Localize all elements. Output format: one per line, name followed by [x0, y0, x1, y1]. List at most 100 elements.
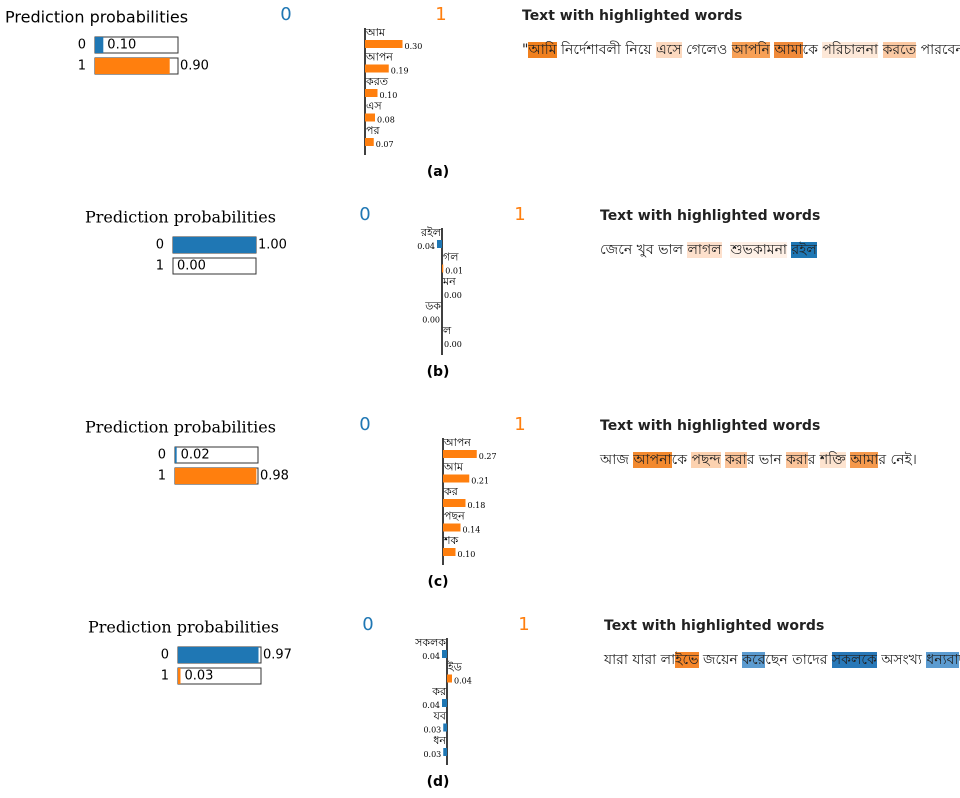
class-1-label: 1 [514, 414, 525, 435]
feature-bar [365, 89, 378, 97]
text-segment: নির্দেশাবলী নিয়ে [556, 42, 657, 58]
feature-bar [442, 264, 444, 273]
feature-value: 0.10 [458, 550, 476, 559]
feature-value: 0.00 [444, 291, 462, 300]
class-1-label: 1 [514, 204, 525, 225]
feature-bar [443, 548, 456, 556]
feature-value: 0.18 [468, 501, 486, 510]
feature-bar [365, 40, 403, 48]
feature-bar [437, 240, 442, 248]
feature-word: পর [366, 124, 380, 137]
highlighted-word: পরিচালনা [822, 42, 879, 58]
feature-word: আম [365, 26, 386, 39]
feature-word: পছন [444, 510, 465, 523]
feature-bar [443, 523, 461, 532]
text-segment: " [522, 42, 529, 58]
probability-label: 0.97 [263, 648, 292, 663]
highlighted-word: আমি [528, 42, 557, 58]
class-1-label: 1 [435, 4, 446, 25]
feature-word: শক [443, 534, 459, 547]
caption: (d) [427, 774, 450, 790]
highlighted-word: শক্তি [819, 452, 846, 468]
highlighted-text: যারা যারা লাইভে জয়েন করেছেন তাদের সকলকে… [604, 648, 960, 672]
feature-word: গল [443, 251, 459, 264]
feature-word: আপন [365, 51, 393, 64]
probability-bar [178, 647, 259, 663]
prediction-title: Prediction probabilities [85, 208, 276, 227]
probability-label: 0.02 [181, 448, 210, 463]
feature-bar [443, 499, 466, 507]
highlighted-word: কর [742, 652, 766, 668]
highlighted-text: আজ আপনাকে পছন্দ করার ভান করার শক্তি আমার… [600, 448, 917, 472]
feature-value: 0.04 [417, 242, 435, 251]
feature-value: 0.14 [463, 526, 481, 535]
highlighted-word: ইভে [675, 652, 699, 668]
feature-word: আম [443, 461, 464, 474]
text-segment: ার ভান [746, 452, 787, 468]
probability-label: 0.90 [180, 59, 209, 74]
highlighted-word: আমা [774, 42, 803, 58]
feature-bar [443, 723, 447, 732]
text-segment: জেনে খুব ভাল [600, 242, 688, 258]
caption: (b) [427, 364, 450, 380]
feature-value: 0.04 [454, 677, 472, 686]
highlighted-word: শুভকামনা [730, 242, 787, 258]
class-0-label: 0 [362, 614, 373, 635]
feature-value: 0.04 [422, 652, 440, 661]
feature-value: 0.10 [380, 91, 398, 100]
class-label: 1 [158, 469, 166, 484]
probability-bar [178, 668, 181, 684]
feature-word: যব [433, 710, 447, 723]
feature-word: করত [365, 75, 389, 88]
text-segment: দ [959, 652, 960, 668]
highlighted-word: আপনি [731, 42, 770, 58]
feature-word: মন [442, 275, 456, 288]
class-label: 1 [161, 669, 169, 684]
text-title: Text with highlighted words [600, 208, 821, 224]
text-segment [878, 42, 882, 58]
text-segment: আজ [600, 452, 634, 468]
feature-word: ইড [447, 661, 463, 674]
class-label: 0 [156, 238, 164, 253]
class-label: 0 [161, 648, 169, 663]
feature-value: 0.04 [422, 701, 440, 710]
probability-bar [95, 58, 170, 74]
caption: (c) [427, 574, 448, 590]
text-segment: জয়েন [698, 652, 743, 668]
feature-value: 0.01 [445, 267, 463, 276]
probability-bar [173, 237, 256, 253]
feature-bar [442, 699, 447, 707]
probability-label: 1.00 [258, 238, 287, 253]
probability-label: 0.03 [184, 669, 213, 684]
feature-value: 0.07 [376, 140, 394, 149]
feature-word: ল [442, 324, 452, 337]
highlighted-word: পছন্দ [691, 452, 721, 468]
feature-word: ধন [433, 734, 446, 747]
highlighted-word: সকলকে [831, 652, 877, 668]
probability-label: 0.00 [177, 259, 206, 274]
probability-label: 0.98 [260, 469, 289, 484]
class-label: 0 [78, 38, 86, 53]
feature-bar [442, 650, 447, 658]
highlighted-word: এসে [656, 42, 682, 58]
feature-bar [365, 64, 389, 73]
text-segment: কে [671, 452, 692, 468]
highlighted-word: করতে [882, 42, 917, 58]
text-segment: অসংখ্য [876, 652, 927, 668]
prediction-title: Prediction probabilities [5, 8, 188, 27]
highlighted-word: কর [725, 452, 747, 468]
highlighted-word: রইল [791, 242, 817, 258]
probability-bar [95, 37, 104, 53]
prediction-title: Prediction probabilities [88, 618, 279, 637]
feature-word: কর [431, 685, 447, 698]
feature-value: 0.00 [444, 340, 462, 349]
feature-word: আপন [443, 436, 471, 449]
feature-bar [365, 138, 374, 146]
feature-word: রইল [420, 226, 442, 239]
highlighted-word: আমা [850, 452, 879, 468]
highlighted-text: "আমি নির্দেশাবলী নিয়ে এসে গেলেও আপনি আম… [522, 38, 960, 62]
probability-bar [175, 468, 257, 484]
probability-box [172, 257, 257, 275]
